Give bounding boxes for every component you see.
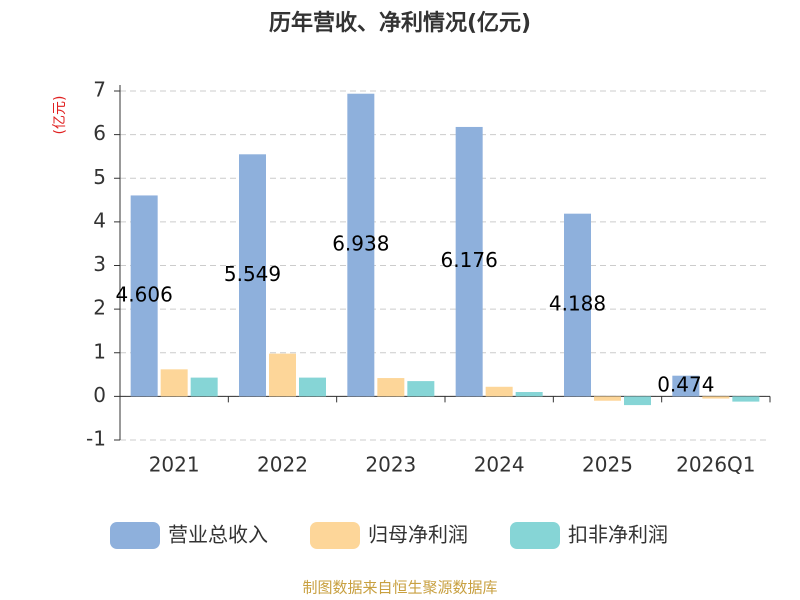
source-note: 制图数据来自恒生聚源数据库 bbox=[302, 579, 497, 597]
bar bbox=[732, 396, 760, 402]
y-tick-label: 5 bbox=[93, 165, 106, 189]
x-tick-label: 2021 bbox=[149, 453, 200, 477]
bar bbox=[455, 126, 483, 397]
bar bbox=[515, 392, 543, 397]
bar bbox=[160, 369, 188, 397]
bar bbox=[299, 377, 326, 397]
y-tick-label: 2 bbox=[93, 296, 106, 320]
bar bbox=[702, 396, 730, 399]
legend-label: 营业总收入 bbox=[168, 523, 268, 547]
y-tick-label: 3 bbox=[93, 252, 106, 276]
bar bbox=[347, 93, 375, 397]
x-tick-label: 2022 bbox=[257, 453, 308, 477]
legend-label: 归母净利润 bbox=[368, 523, 468, 547]
bar bbox=[377, 378, 405, 397]
bar bbox=[130, 195, 158, 397]
bar bbox=[672, 375, 700, 397]
data-label: 4.606 bbox=[116, 282, 173, 306]
y-tick-label: 1 bbox=[93, 339, 106, 363]
y-axis-label: (亿元) bbox=[52, 96, 68, 135]
data-label: 6.176 bbox=[441, 248, 498, 272]
y-tick-label: 0 bbox=[93, 383, 106, 407]
bar bbox=[624, 396, 651, 406]
legend-swatch bbox=[310, 522, 360, 549]
data-label: 0.474 bbox=[657, 373, 714, 397]
y-tick-label: -1 bbox=[86, 427, 106, 451]
bar bbox=[485, 386, 513, 397]
legend-swatch bbox=[110, 522, 160, 549]
legend-label: 扣非净利润 bbox=[568, 523, 668, 547]
chart-title: 历年营收、净利情况(亿元) bbox=[269, 10, 531, 36]
legend-swatch bbox=[510, 522, 560, 549]
bar bbox=[407, 381, 435, 397]
x-tick-label: 2025 bbox=[582, 453, 633, 477]
y-tick-label: 7 bbox=[93, 78, 106, 102]
data-label: 6.938 bbox=[332, 232, 389, 256]
bar bbox=[564, 213, 591, 397]
y-tick-label: 4 bbox=[93, 208, 106, 232]
bar bbox=[239, 154, 266, 397]
bar bbox=[594, 396, 621, 401]
x-tick-label: 2026Q1 bbox=[676, 453, 755, 477]
y-tick-label: 6 bbox=[93, 121, 106, 145]
bar bbox=[269, 353, 296, 397]
data-label: 5.549 bbox=[224, 262, 281, 286]
data-label: 4.188 bbox=[549, 292, 606, 316]
bar bbox=[190, 377, 218, 397]
x-tick-label: 2023 bbox=[365, 453, 416, 477]
x-tick-label: 2024 bbox=[474, 453, 525, 477]
